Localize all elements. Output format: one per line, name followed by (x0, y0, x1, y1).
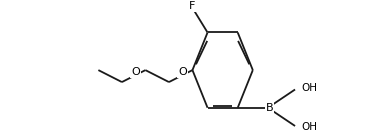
Text: O: O (131, 67, 140, 77)
Text: OH: OH (302, 83, 318, 93)
Text: B: B (266, 103, 273, 113)
Text: F: F (189, 1, 195, 11)
Text: O: O (178, 67, 187, 77)
Text: OH: OH (302, 122, 318, 132)
